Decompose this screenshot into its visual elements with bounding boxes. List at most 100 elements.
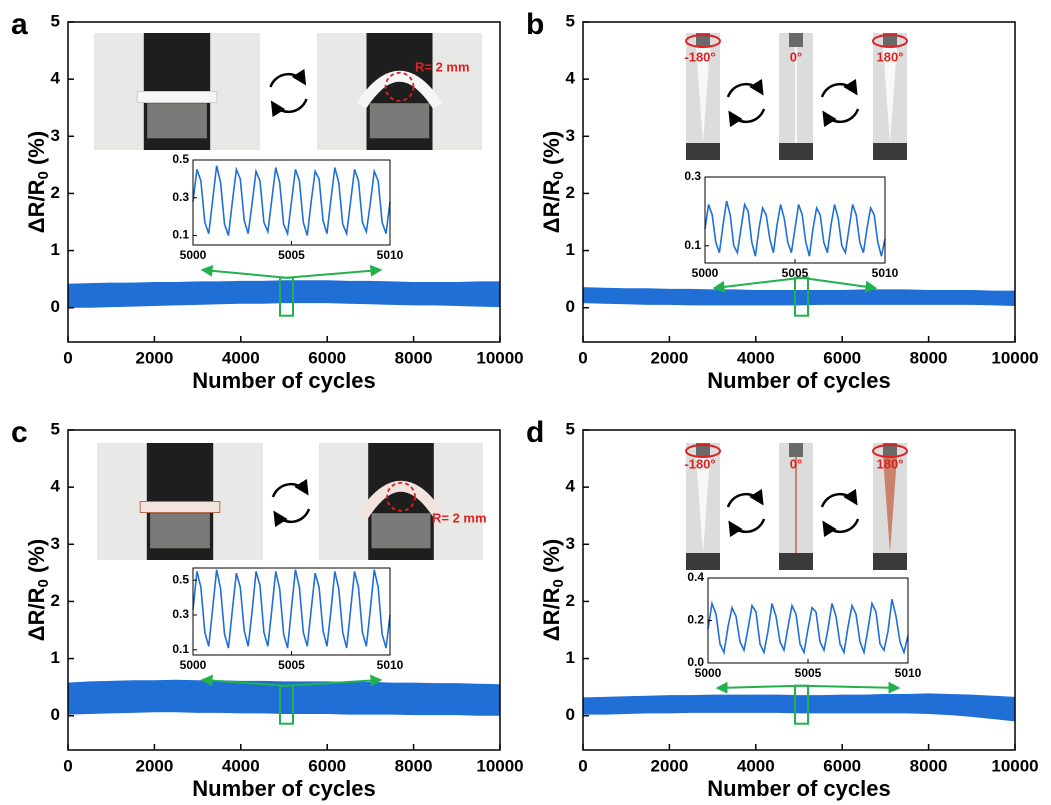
y-axis-label-sub: 0 <box>550 579 567 587</box>
y-tick-label: 0 <box>51 297 60 316</box>
photo-clamp <box>696 443 710 457</box>
x-tick-label: 10000 <box>476 348 523 367</box>
inset: 0.1 0.3 0.5 5000 5005 5010 <box>172 152 403 262</box>
x-tick-label: 8000 <box>395 348 433 367</box>
y-axis-label-part: ΔR/R <box>539 587 564 641</box>
cycle-arrow <box>726 488 764 508</box>
zoom-arrow <box>286 674 383 687</box>
x-axis-label: Number of cycles <box>707 368 890 393</box>
y-tick-label: 2 <box>566 591 575 610</box>
cycle-arrow <box>822 518 860 538</box>
cycle-arrow <box>270 98 308 118</box>
inset: 0.0 0.2 0.4 5000 5005 5010 <box>687 570 921 680</box>
x-tick-label: 0 <box>63 756 72 775</box>
x-axis-label: Number of cycles <box>707 776 890 801</box>
annotation: -180° <box>684 49 715 64</box>
photo-base <box>779 553 813 570</box>
zoom-box <box>279 684 294 725</box>
cycle-arrow <box>822 108 860 128</box>
y-tick-label: 2 <box>51 183 60 202</box>
plot-frame <box>582 21 1016 343</box>
zoom-arrow <box>200 674 287 687</box>
inset-x-tick-label: 5010 <box>377 658 404 672</box>
x-tick-label: 4000 <box>737 756 775 775</box>
photo-base <box>686 143 720 160</box>
inset-y-tick-label: 0.1 <box>172 228 189 242</box>
photo-base <box>779 143 813 160</box>
plot-frame <box>67 429 501 751</box>
inset-y-tick-label: 0.5 <box>172 152 189 166</box>
x-tick-label: 0 <box>578 348 587 367</box>
annotation: 0° <box>790 49 802 64</box>
panel-label: a <box>11 8 28 41</box>
y-tick-label: 5 <box>51 11 60 30</box>
zoom-arrow <box>286 264 383 279</box>
photo-base <box>873 143 907 160</box>
photo-strip <box>356 71 443 109</box>
photo-strip <box>136 91 218 103</box>
photo-clamp <box>789 443 803 457</box>
x-tick-label: 2000 <box>135 348 173 367</box>
zoom-arrow <box>801 276 878 293</box>
inset: 0.1 0.3 0.5 5000 5005 5010 <box>172 567 404 672</box>
inset-x-tick-label: 5000 <box>180 248 207 262</box>
panel: a 0 1 2 3 4 5 0 2000 4000 6000 8000 10000 Number of c… <box>11 8 524 393</box>
annotation: R= 2 mm <box>415 59 470 74</box>
y-axis-label-part: ΔR/R <box>24 179 49 233</box>
photo-sample <box>883 47 897 143</box>
y-axis-label-part: ΔR/R <box>24 587 49 641</box>
y-tick-label: 1 <box>566 240 575 259</box>
annotation: R= 2 mm <box>432 510 487 525</box>
y-axis-label-part: (%) <box>539 539 564 579</box>
panel: b 0 1 2 3 4 5 0 2000 4000 6000 8000 10000 Number of c… <box>526 8 1039 393</box>
x-tick-label: 0 <box>578 756 587 775</box>
zoom-arrow <box>715 681 802 694</box>
inset-x-tick-label: 5000 <box>695 666 722 680</box>
photo-clamp <box>883 443 897 457</box>
photo-glow <box>150 513 210 549</box>
y-tick-label: 4 <box>566 69 576 88</box>
data-band <box>583 287 1015 306</box>
photo-strip <box>358 481 444 519</box>
x-tick-label: 2000 <box>650 756 688 775</box>
photo-clamp <box>696 33 710 47</box>
annotation: 0° <box>790 456 802 471</box>
x-tick-label: 10000 <box>991 756 1038 775</box>
y-tick-label: 3 <box>566 126 575 145</box>
y-tick-label: 4 <box>51 69 61 88</box>
y-tick-label: 4 <box>566 477 576 496</box>
photo-glow <box>147 103 207 139</box>
cycle-arrow <box>726 78 764 98</box>
plot-frame <box>67 21 501 343</box>
inset-x-tick-label: 5000 <box>692 266 719 280</box>
annotation: 180° <box>877 456 904 471</box>
x-tick-label: 6000 <box>308 756 346 775</box>
photo-sample <box>696 47 710 143</box>
inset-x-tick-label: 5010 <box>895 666 922 680</box>
y-tick-label: 1 <box>51 648 60 667</box>
panel-label: b <box>526 8 544 41</box>
y-axis-label-part: (%) <box>539 131 564 171</box>
zoom-arrow <box>801 681 901 694</box>
inset-x-tick-label: 5010 <box>872 266 899 280</box>
y-axis-label-sub: 0 <box>35 579 52 587</box>
x-tick-label: 2000 <box>135 756 173 775</box>
zoom-arrow <box>200 264 287 279</box>
y-tick-label: 5 <box>566 419 575 438</box>
x-tick-label: 4000 <box>222 348 260 367</box>
x-tick-label: 0 <box>63 348 72 367</box>
photo-clamp <box>883 33 897 47</box>
inset-x-tick-label: 5005 <box>795 666 822 680</box>
y-tick-label: 1 <box>51 240 60 259</box>
x-tick-label: 8000 <box>395 756 433 775</box>
panel-label: c <box>11 416 28 449</box>
annotation: 180° <box>877 49 904 64</box>
x-tick-label: 8000 <box>910 348 948 367</box>
y-axis-label-part: ΔR/R <box>539 179 564 233</box>
inset-bg <box>708 578 908 663</box>
inset: 0.1 0.3 5000 5005 5010 <box>684 169 898 280</box>
rotation-mark <box>872 444 908 458</box>
rotation-mark <box>872 34 908 48</box>
panel: d 0 1 2 3 4 5 0 2000 4000 6000 8000 10000 Number of c… <box>526 416 1039 801</box>
inset-x-tick-label: 5005 <box>278 248 305 262</box>
